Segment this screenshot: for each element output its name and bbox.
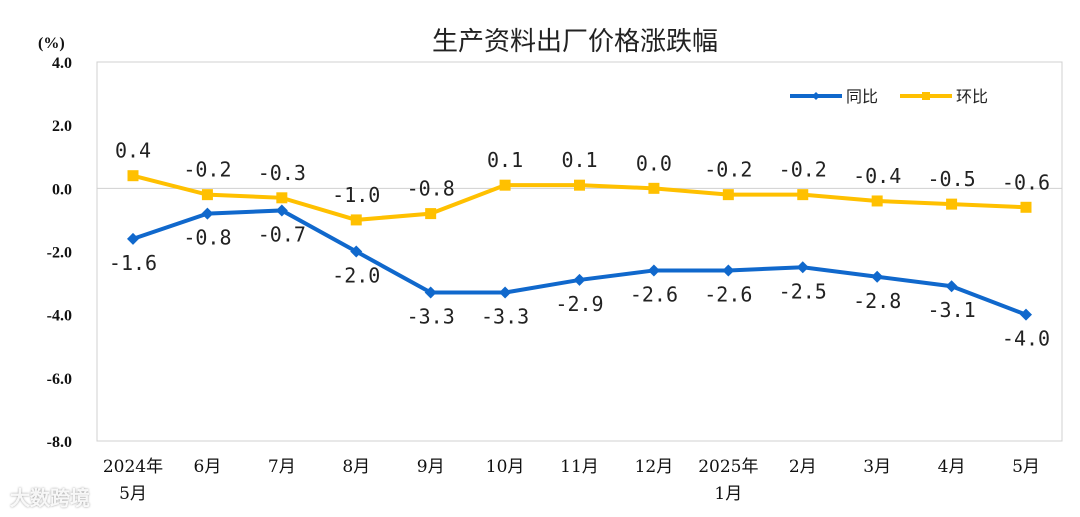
x-tick-label: 8月 [342,457,370,477]
data-label: -2.6 [630,282,678,306]
legend-label: 同比 [846,87,878,106]
data-point [945,280,958,293]
data-label: 0.1 [561,148,597,172]
data-point [499,179,511,191]
x-tick-label: 7月 [268,457,296,477]
data-label: -4.0 [1002,327,1050,351]
data-point [424,286,437,299]
x-tick-label: 1月 [714,484,742,504]
data-label: 0.0 [636,151,672,175]
y-tick-label: -4.0 [47,308,72,325]
data-label: -2.8 [853,289,901,313]
data-label: -0.8 [183,226,231,250]
data-label: 0.1 [487,148,523,172]
legend-marker [922,92,930,100]
y-tick-label: -2.0 [47,245,72,262]
data-point [127,170,139,182]
data-label: -0.2 [183,158,231,182]
data-point [499,286,512,299]
data-label: -2.5 [779,279,827,303]
data-point [275,204,288,217]
data-label: -0.2 [704,158,752,182]
data-point [574,179,585,191]
data-point [647,264,660,277]
data-label: -3.3 [407,305,455,329]
chart-title: 生产资料出厂价格涨跌幅 [432,27,718,57]
data-point [350,214,362,226]
data-label: -2.0 [332,264,380,288]
watermark: 大数跨境 [10,486,90,510]
y-tick-label: 0.0 [52,181,72,198]
data-point [796,261,809,274]
data-label: 0.4 [115,139,151,163]
data-point [722,189,734,201]
x-tick-label: 5月 [119,484,147,504]
data-point [946,198,958,210]
data-label: -0.4 [853,164,901,188]
data-point [201,207,214,220]
data-label: -3.1 [927,298,975,322]
y-tick-label: 4.0 [52,55,72,72]
y-tick-label: -8.0 [47,434,72,451]
data-point [648,182,660,194]
x-tick-label: 5月 [1012,457,1040,477]
x-tick-label: 3月 [863,457,891,477]
x-tick-label: 2024年 [103,457,163,477]
plot-area [96,61,1063,442]
x-tick-label: 4月 [938,457,966,477]
data-point [201,189,213,201]
x-tick-label: 2月 [789,457,817,477]
data-point [797,189,809,201]
data-label: -2.9 [555,292,603,316]
x-tick-label: 2025年 [698,457,758,477]
y-tick-label: -6.0 [47,371,72,388]
data-point [276,192,288,204]
data-point [350,245,363,258]
data-label: -0.6 [1002,170,1050,194]
data-label: -3.3 [481,305,529,329]
data-label: -0.5 [927,167,975,191]
data-point [722,264,735,277]
legend-label: 环比 [956,87,988,106]
data-point [573,273,586,286]
data-point [1020,308,1032,321]
y-axis-unit: (%) [38,35,65,52]
x-tick-label: 9月 [417,457,445,477]
x-tick-label: 12月 [635,457,674,477]
data-point [425,208,437,220]
data-label: -0.3 [258,161,306,185]
y-tick-label: 2.0 [52,118,72,135]
data-point [871,195,883,207]
data-label: -0.2 [779,158,827,182]
data-label: -2.6 [704,282,752,306]
x-tick-label: 11月 [560,457,599,477]
data-label: -1.0 [332,183,380,207]
data-label: -1.6 [109,251,157,275]
data-point [871,270,884,283]
data-point [127,232,139,245]
data-label: -0.8 [407,177,455,201]
legend-marker [812,92,820,100]
x-tick-label: 10月 [486,457,525,477]
data-point [1020,201,1032,213]
data-label: -0.7 [258,222,306,246]
x-tick-label: 6月 [194,457,222,477]
